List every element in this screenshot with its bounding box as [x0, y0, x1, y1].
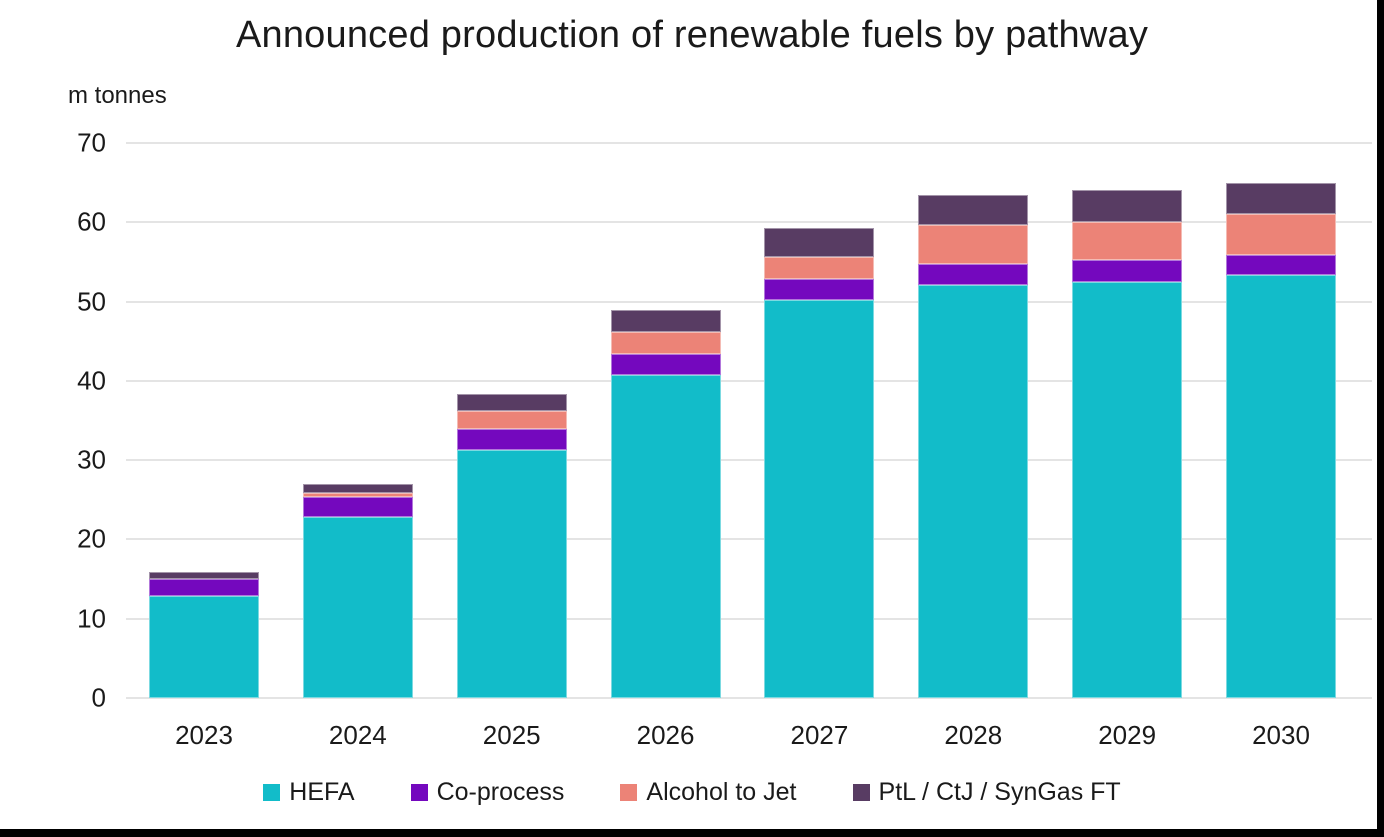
gridline — [126, 379, 1372, 382]
x-axis-tick-label: 2024 — [328, 720, 387, 750]
legend-item: Co-process — [410, 777, 565, 807]
bar-segment — [1072, 259, 1183, 282]
bar-segment — [764, 227, 875, 258]
bar-segment — [1072, 222, 1183, 260]
y-axis-tick-label: 30 — [77, 444, 106, 475]
bar-segment — [302, 517, 413, 698]
bar-segment — [610, 353, 721, 375]
bar-segment — [1226, 275, 1336, 698]
frame-border-right — [1377, 0, 1384, 837]
bar-segment — [764, 279, 875, 300]
gridline — [126, 221, 1372, 224]
legend-swatch — [620, 783, 638, 801]
legend-swatch — [263, 783, 281, 801]
x-axis-tick-label: 2026 — [636, 720, 695, 750]
bar-segment — [918, 195, 1029, 226]
bar-segment — [610, 374, 721, 698]
legend-swatch — [410, 783, 428, 801]
x-axis-tick-label: 2025 — [482, 720, 541, 750]
legend-swatch — [852, 783, 870, 801]
bar-segment — [1072, 281, 1183, 698]
legend-item: Alcohol to Jet — [620, 777, 797, 807]
x-axis-tick-label: 2029 — [1098, 720, 1157, 750]
bar-segment — [764, 299, 875, 698]
legend-item: PtL / CtJ / SynGas FT — [852, 777, 1121, 807]
bar-segment — [456, 449, 567, 698]
legend-label: Co-process — [436, 777, 565, 806]
x-axis-tick-label: 2028 — [944, 720, 1003, 750]
legend-label: PtL / CtJ / SynGas FT — [878, 777, 1121, 806]
legend-item: HEFA — [263, 777, 355, 807]
bar-segment — [302, 483, 413, 494]
gridline — [126, 300, 1372, 303]
bar-segment — [764, 257, 875, 280]
legend-label: Alcohol to Jet — [646, 777, 797, 806]
bar-segment — [302, 497, 413, 518]
bar-segment — [610, 331, 721, 354]
gridline — [126, 697, 1372, 699]
chart-legend: HEFA Co-process Alcohol to Jet PtL / CtJ / … — [0, 776, 1384, 808]
bar-segment — [918, 284, 1029, 698]
bar-segment — [918, 225, 1029, 265]
gridline — [126, 142, 1372, 144]
y-axis-tick-label: 10 — [77, 603, 106, 634]
y-axis-unit-label: m tonnes — [68, 82, 167, 109]
y-axis-tick-label: 40 — [77, 365, 106, 396]
bar-segment — [1226, 254, 1336, 276]
bar-segment — [302, 493, 413, 498]
bar-segment — [1226, 182, 1336, 214]
frame-border-bottom — [0, 829, 1384, 837]
bar-segment — [1072, 189, 1183, 223]
gridline — [126, 459, 1372, 462]
y-axis-tick-label: 60 — [77, 206, 106, 237]
y-axis-tick-label: 20 — [77, 523, 106, 554]
bar-segment — [149, 571, 259, 580]
bar-segment — [456, 410, 567, 430]
bar-segment — [1226, 213, 1336, 255]
bar-segment — [149, 579, 259, 596]
legend-label: HEFA — [289, 777, 355, 806]
bar-segment — [918, 264, 1029, 285]
bar-segment — [456, 394, 567, 411]
bar-segment — [456, 429, 567, 450]
x-axis-tick-label: 2030 — [1252, 720, 1310, 750]
y-axis-tick-label: 0 — [91, 682, 106, 713]
bar-segment — [149, 595, 259, 698]
y-axis-tick-label: 70 — [77, 127, 106, 158]
bar-segment — [610, 310, 721, 332]
x-axis-tick-label: 2027 — [790, 720, 849, 750]
chart-title: Announced production of renewable fuels … — [235, 14, 1149, 56]
y-axis-tick-label: 50 — [77, 286, 106, 317]
x-axis-tick-label: 2023 — [175, 720, 233, 750]
gridline — [126, 617, 1372, 620]
gridline — [126, 538, 1372, 541]
